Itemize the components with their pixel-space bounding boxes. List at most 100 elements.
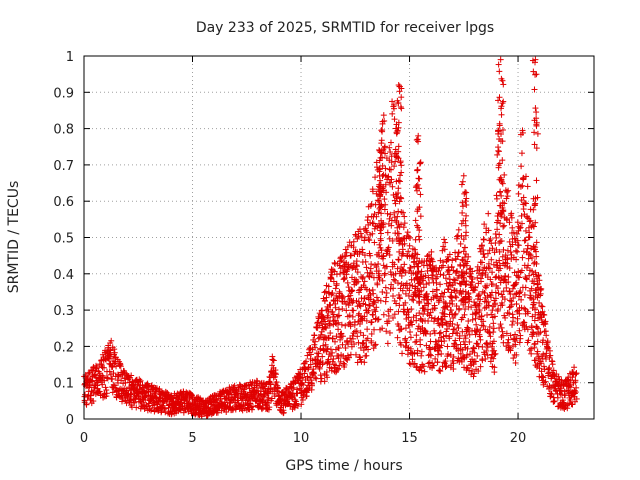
data-point	[99, 374, 106, 381]
data-point	[500, 223, 507, 230]
data-point	[297, 371, 304, 378]
data-point	[415, 132, 422, 139]
data-point	[463, 212, 470, 219]
data-point	[371, 326, 378, 333]
data-point	[461, 244, 468, 251]
data-point	[494, 285, 501, 292]
data-point	[386, 329, 393, 336]
data-point	[484, 250, 491, 257]
data-point	[402, 290, 409, 297]
data-point	[368, 261, 375, 268]
data-point	[500, 81, 507, 88]
data-point	[329, 349, 336, 356]
data-point	[416, 299, 423, 306]
data-point	[274, 384, 281, 391]
data-point	[439, 317, 446, 324]
data-point	[387, 148, 394, 155]
data-point	[405, 292, 412, 299]
data-point	[479, 259, 486, 266]
data-point	[469, 276, 476, 283]
data-point	[457, 240, 464, 247]
data-point	[423, 281, 430, 288]
data-point	[450, 267, 457, 274]
data-point	[380, 112, 387, 119]
data-point	[343, 307, 350, 314]
data-point	[490, 355, 497, 362]
data-point	[387, 211, 394, 218]
data-point	[358, 358, 365, 365]
data-point	[325, 306, 332, 313]
data-point	[260, 404, 267, 411]
data-point	[476, 266, 483, 273]
data-point	[486, 302, 493, 309]
data-point	[307, 351, 314, 358]
data-point	[481, 221, 488, 228]
data-point	[407, 334, 414, 341]
data-point	[311, 341, 318, 348]
data-point	[335, 345, 342, 352]
data-point	[516, 327, 523, 334]
data-point	[146, 400, 153, 407]
data-point	[386, 251, 393, 258]
data-point	[415, 175, 422, 182]
data-point	[456, 332, 463, 339]
data-point	[412, 339, 419, 346]
data-point	[441, 359, 448, 366]
data-point	[495, 306, 502, 313]
data-point	[492, 289, 499, 296]
data-point	[385, 244, 392, 251]
data-point	[401, 261, 408, 268]
data-point	[510, 295, 517, 302]
data-point	[420, 277, 427, 284]
data-point	[81, 397, 88, 404]
data-point	[460, 172, 467, 179]
data-point	[502, 314, 509, 321]
data-point	[373, 294, 380, 301]
data-point	[378, 210, 385, 217]
data-point	[428, 255, 435, 262]
data-point	[389, 98, 396, 105]
data-point	[325, 283, 332, 290]
data-point	[106, 346, 113, 353]
data-point	[452, 337, 459, 344]
data-point	[533, 71, 540, 78]
data-point	[401, 240, 408, 247]
data-point	[414, 251, 421, 258]
data-point	[337, 270, 344, 277]
data-point	[381, 270, 388, 277]
data-point	[347, 292, 354, 299]
data-point	[294, 403, 301, 410]
data-point	[395, 256, 402, 263]
data-point	[495, 290, 502, 297]
data-point	[488, 343, 495, 350]
data-point	[442, 239, 449, 246]
data-point	[495, 148, 502, 155]
data-point	[459, 178, 466, 185]
data-point	[533, 177, 540, 184]
data-point	[310, 370, 317, 377]
data-point	[423, 342, 430, 349]
data-point	[477, 327, 484, 334]
data-point	[406, 242, 413, 249]
data-point	[371, 239, 378, 246]
data-point	[499, 100, 506, 107]
data-point	[413, 338, 420, 345]
data-point	[498, 324, 505, 331]
data-point	[160, 398, 167, 405]
data-point	[534, 130, 541, 137]
data-point	[471, 370, 478, 377]
data-point	[354, 269, 361, 276]
data-point	[383, 290, 390, 297]
data-point	[366, 237, 373, 244]
data-point	[451, 326, 458, 333]
data-point	[494, 151, 501, 158]
data-point	[394, 213, 401, 220]
data-point	[319, 353, 326, 360]
data-point	[361, 234, 368, 241]
data-point	[506, 238, 513, 245]
data-point	[450, 366, 457, 373]
data-point	[351, 276, 358, 283]
data-point	[489, 245, 496, 252]
data-point	[402, 325, 409, 332]
data-point	[361, 278, 368, 285]
